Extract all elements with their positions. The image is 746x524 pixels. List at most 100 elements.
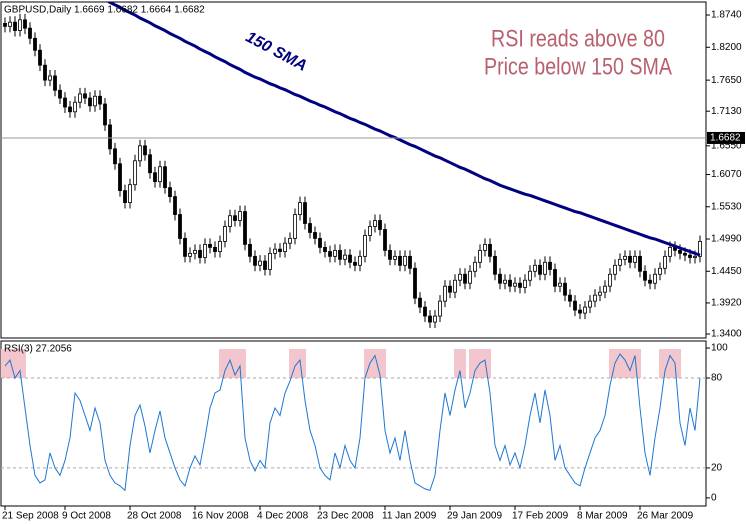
candle-body: [493, 255, 497, 275]
highlight: [14, 349, 26, 379]
x-tick-label: 21 Sep 2008: [2, 511, 59, 522]
candle-body: [18, 19, 22, 31]
candle-body: [118, 163, 122, 192]
y-tick-label: 1.7650: [711, 75, 742, 86]
candle-body: [448, 285, 452, 293]
candle-body: [148, 154, 152, 174]
candle-body: [163, 166, 167, 189]
candle-body: [388, 249, 392, 260]
candle-body: [353, 261, 357, 266]
candle-body: [68, 106, 72, 113]
highlight: [1, 349, 16, 379]
annotation: Price below 150 SMA: [484, 52, 672, 79]
candle-body: [263, 260, 267, 270]
candle-body: [678, 249, 682, 254]
x-tick-label: 23 Dec 2008: [317, 511, 374, 522]
candle-body: [363, 235, 367, 257]
candle-body: [243, 211, 247, 245]
candle-body: [383, 229, 387, 251]
candle-body: [88, 97, 92, 107]
candle-body: [178, 214, 182, 239]
candle-body: [43, 64, 47, 81]
candle-body: [103, 103, 107, 126]
rsi-line: [4, 353, 701, 492]
candle-body: [528, 270, 532, 281]
candle-body: [543, 261, 547, 275]
candle-body: [648, 279, 652, 284]
y-tick-label: 1.4990: [711, 234, 742, 245]
x-tick-label: 8 Mar 2009: [577, 511, 628, 522]
candle-body: [643, 270, 647, 281]
rsi-plot: [1, 349, 706, 492]
candle-body: [533, 264, 537, 272]
candle-body: [138, 145, 142, 162]
candle-body: [663, 255, 667, 269]
candle-body: [348, 254, 352, 263]
candle-body: [403, 255, 407, 266]
x-tick-label: 29 Jan 2009: [447, 511, 502, 522]
candle-body: [628, 255, 632, 263]
candle-body: [413, 267, 417, 299]
candle-body: [468, 270, 472, 284]
candle-body: [368, 226, 372, 236]
candle-body: [343, 254, 347, 260]
candle-body: [183, 238, 187, 257]
y-tick-label: 100: [711, 343, 728, 354]
candle-body: [83, 93, 87, 99]
candle-body: [508, 279, 512, 287]
candle-body: [253, 255, 257, 266]
y-tick-label: 1.6550: [711, 140, 742, 151]
candle-body: [498, 273, 502, 284]
candle-body: [213, 246, 217, 252]
candle-body: [608, 273, 612, 287]
candle-body: [318, 238, 322, 248]
candle-body: [423, 306, 427, 317]
y-tick-label: 0: [711, 493, 717, 504]
candle-body: [258, 260, 262, 266]
candle-body: [63, 97, 67, 108]
candle-body: [408, 255, 412, 269]
candle-body: [688, 254, 692, 258]
candle-body: [668, 246, 672, 257]
candle-body: [548, 261, 552, 270]
candle-body: [698, 241, 702, 257]
candle-body: [538, 264, 542, 275]
y-tick-label: 1.6070: [711, 169, 742, 180]
candle-body: [518, 282, 522, 288]
candle-body: [458, 273, 462, 281]
chart-title: GBPUSD,Daily 1.6669 1.6682 1.6664 1.6682: [4, 5, 205, 16]
y-tick-label: 1.8740: [711, 10, 742, 21]
x-tick-label: 26 Mar 2009: [637, 511, 694, 522]
candle-body: [123, 190, 127, 203]
x-tick-label: 4 Dec 2008: [257, 511, 309, 522]
candle-body: [463, 273, 467, 284]
candle-body: [333, 249, 337, 257]
candle-body: [208, 243, 212, 248]
candle-body: [683, 252, 687, 256]
candle-body: [563, 282, 567, 296]
candle-body: [113, 148, 117, 165]
candle-body: [373, 220, 377, 227]
candle-body: [168, 187, 172, 198]
candle-body: [33, 37, 37, 51]
candle-body: [428, 315, 432, 323]
x-tick-label: 9 Oct 2008: [62, 511, 111, 522]
candle-body: [338, 249, 342, 260]
candle-body: [613, 264, 617, 275]
highlight: [454, 349, 466, 379]
candle-body: [523, 279, 527, 288]
sma-line: [106, 2, 701, 257]
candle-body: [553, 269, 557, 287]
candle-body: [378, 220, 382, 230]
candle-body: [268, 252, 272, 270]
y-tick-label: 80: [711, 373, 723, 384]
candle-body: [283, 242, 287, 252]
x-tick-label: 16 Nov 2008: [192, 511, 249, 522]
candle-body: [3, 22, 7, 27]
candle-body: [158, 166, 162, 183]
candle-body: [248, 243, 252, 257]
candle-body: [8, 21, 12, 27]
highlight: [219, 349, 246, 379]
candle-body: [358, 255, 362, 266]
x-tick-label: 28 Oct 2008: [127, 511, 182, 522]
